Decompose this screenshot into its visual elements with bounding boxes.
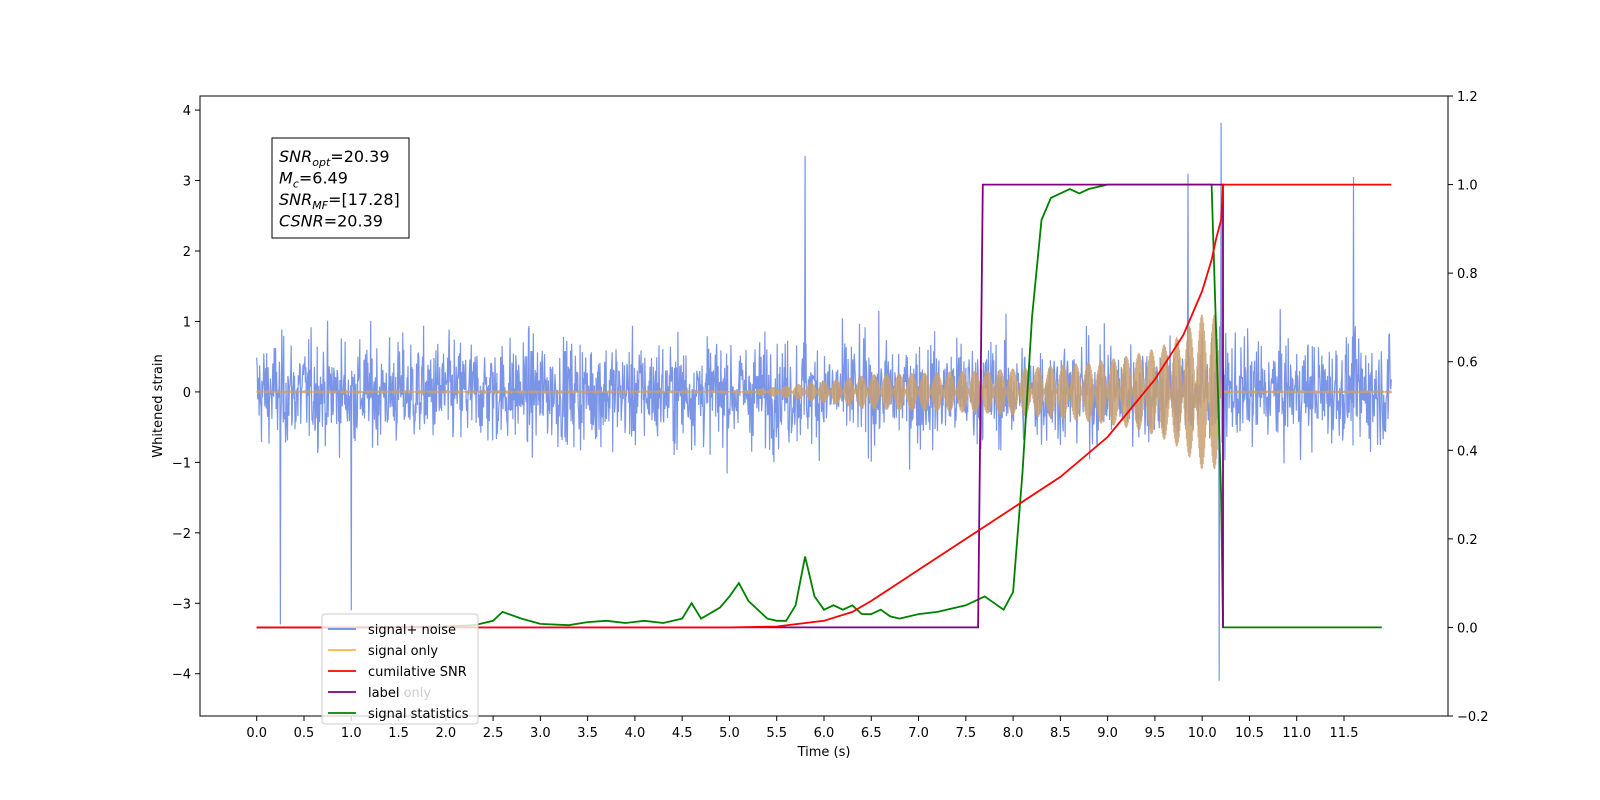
x-axis-label: Time (s) <box>797 745 851 760</box>
legend-label: cumilative SNR <box>368 665 467 680</box>
y-axis-label: Whitened strain <box>151 354 166 457</box>
x-tick-label: 2.0 <box>435 726 456 741</box>
x-tick-label: 9.0 <box>1097 726 1118 741</box>
y-tick-label: −1 <box>172 456 191 471</box>
axes-frame <box>199 95 1449 717</box>
x-tick-label: 7.5 <box>955 726 976 741</box>
legend: label only signal+ noise signal only cumila… <box>321 613 479 725</box>
x-tick-label: 6.5 <box>861 726 882 741</box>
y2-tick-label: 0.2 <box>1457 533 1478 548</box>
y-tick-label: 3 <box>183 175 191 190</box>
annotation-line: SNRMF=[17.28] <box>279 190 400 212</box>
x-tick-label: 8.5 <box>1050 726 1071 741</box>
x-axis-ticks: 0.0 0.5 1.0 1.5 2.0 2.5 3.0 3.5 4.0 4.5 5.0 5.5 6.0 6… <box>246 716 1358 741</box>
y2-tick-label: 0.8 <box>1457 267 1478 282</box>
plot-area <box>256 122 1392 681</box>
y2-tick-label: −0.2 <box>1457 710 1489 725</box>
x-tick-label: 1.5 <box>388 726 409 741</box>
y2-tick-label: 1.2 <box>1457 90 1478 105</box>
y-tick-label: 0 <box>183 386 191 401</box>
x-tick-label: 4.5 <box>672 726 693 741</box>
x-tick-label: 1.0 <box>341 726 362 741</box>
x-tick-label: 5.0 <box>719 726 740 741</box>
x-tick-label: 3.5 <box>577 726 598 741</box>
legend-hidden-label: label only <box>368 686 431 701</box>
series-signal-statistics <box>256 183 1382 629</box>
x-tick-label: 5.5 <box>766 726 787 741</box>
series-signal-only <box>256 314 1392 470</box>
y2-tick-label: 0.0 <box>1457 621 1478 636</box>
x-tick-label: 4.0 <box>625 726 646 741</box>
y-tick-label: −2 <box>172 527 191 542</box>
y-tick-label: 2 <box>183 245 191 260</box>
y-tick-label: 4 <box>183 104 191 119</box>
y2-tick-label: 1.0 <box>1457 179 1478 194</box>
x-tick-label: 7.0 <box>908 726 929 741</box>
x-tick-label: 10.0 <box>1188 726 1217 741</box>
x-tick-label: 3.0 <box>530 726 551 741</box>
x-tick-label: 11.0 <box>1282 726 1311 741</box>
series-cumulative-snr <box>256 183 1392 629</box>
legend-label: label <box>368 686 399 701</box>
x-tick-label: 6.0 <box>814 726 835 741</box>
y-tick-label: 1 <box>183 315 191 330</box>
x-tick-label: 9.5 <box>1145 726 1166 741</box>
legend-label: signal statistics <box>368 707 469 722</box>
legend-label: signal only <box>368 644 438 659</box>
y-axis-left-ticks: 4 3 2 1 0 −1 −2 −3 −4 <box>172 104 200 683</box>
x-tick-label: 0.0 <box>246 726 267 741</box>
y-tick-label: −4 <box>172 668 191 683</box>
y2-tick-label: 0.6 <box>1457 356 1478 371</box>
annotation-box: SNRopt=20.39Mc=6.49SNRMF=[17.28]CSNR=20.… <box>271 137 410 239</box>
x-tick-label: 0.5 <box>294 726 315 741</box>
y-tick-label: −3 <box>172 597 191 612</box>
x-tick-label: 11.5 <box>1330 726 1359 741</box>
annotation-line: Mc=6.49 <box>279 169 348 191</box>
y2-tick-label: 0.4 <box>1457 444 1478 459</box>
annotation-line: CSNR=20.39 <box>279 212 383 231</box>
x-tick-label: 8.0 <box>1003 726 1024 741</box>
y-axis-right-ticks: 1.2 1.0 0.8 0.6 0.4 0.2 0.0 −0.2 <box>1448 90 1489 725</box>
x-tick-label: 2.5 <box>483 726 504 741</box>
annotation-line: SNRopt=20.39 <box>279 147 390 169</box>
x-tick-label: 10.5 <box>1235 726 1264 741</box>
legend-label: signal+ noise <box>368 623 456 638</box>
